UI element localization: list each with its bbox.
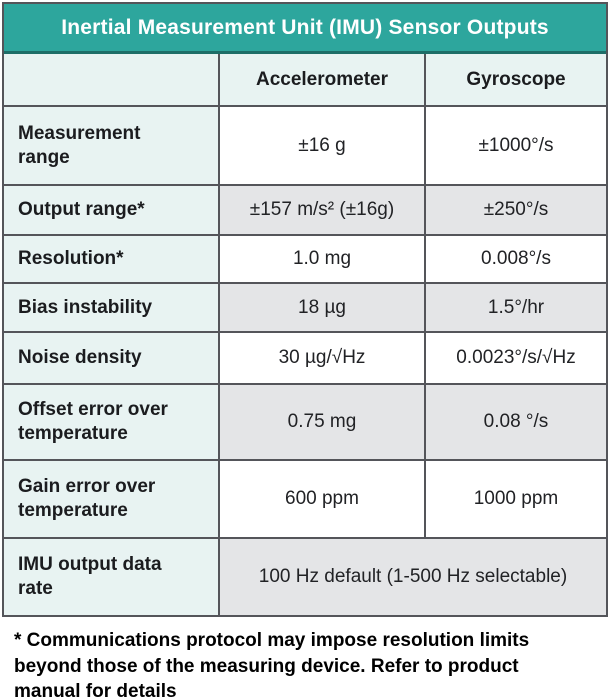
cell-value-text: 1.5°/hr xyxy=(487,296,545,318)
cell-value-text: 0.0023°/s/√Hz xyxy=(456,347,576,368)
column-header-accelerometer: Accelerometer xyxy=(220,54,424,105)
cell-noise-density-gyroscope: 0.0023°/s/√Hz xyxy=(426,333,606,383)
table-title-band: Inertial Measurement Unit (IMU) Sensor O… xyxy=(4,4,606,54)
cell-output-range-accelerometer: ±157 m/s² (±16g) xyxy=(220,186,424,234)
row-label-text: Bias instability xyxy=(18,296,153,318)
row-label-text: Resolution* xyxy=(18,248,124,270)
cell-bias-instability-gyroscope: 1.5°/hr xyxy=(426,284,606,331)
cell-value-text: ±16 g xyxy=(298,134,346,156)
cell-gain-error-accelerometer: 600 ppm xyxy=(220,461,424,537)
column-header-gyroscope: Gyroscope xyxy=(426,54,606,105)
row-label-output-range: Output range* xyxy=(4,186,218,234)
row-label-text: Offset error over temperature xyxy=(18,399,168,444)
cell-value-text: 100 Hz default (1-500 Hz selectable) xyxy=(258,566,568,587)
cell-value-text: 18 µg xyxy=(298,296,346,318)
cell-resolution-accelerometer: 1.0 mg xyxy=(220,236,424,282)
table-title: Inertial Measurement Unit (IMU) Sensor O… xyxy=(61,15,549,39)
cell-gain-error-gyroscope: 1000 ppm xyxy=(426,461,606,537)
cell-output-range-gyroscope: ±250°/s xyxy=(426,186,606,234)
cell-resolution-gyroscope: 0.008°/s xyxy=(426,236,606,282)
row-label-measurement-range: Measurement range xyxy=(4,107,218,184)
cell-bias-instability-accelerometer: 18 µg xyxy=(220,284,424,331)
row-label-resolution: Resolution* xyxy=(4,236,218,282)
row-label-text: Noise density xyxy=(18,347,142,369)
cell-noise-density-accelerometer: 30 µg/√Hz xyxy=(220,333,424,383)
cell-measurement-range-gyroscope: ±1000°/s xyxy=(426,107,606,184)
row-label-gain-error: Gain error over temperature xyxy=(4,461,218,537)
cell-value-text: 30 µg/√Hz xyxy=(278,347,366,368)
footnote: * Communications protocol may impose res… xyxy=(14,630,530,700)
corner-cell xyxy=(4,54,218,105)
row-label-imu-output-data-rate: IMU output data rate xyxy=(4,539,218,615)
cell-value-text: ±1000°/s xyxy=(478,134,554,156)
cell-value-text: 600 ppm xyxy=(285,488,359,509)
row-label-text: Output range* xyxy=(18,199,145,221)
column-header-label: Gyroscope xyxy=(466,68,566,90)
cell-offset-error-accelerometer: 0.75 mg xyxy=(220,385,424,459)
imu-spec-table: Inertial Measurement Unit (IMU) Sensor O… xyxy=(2,2,608,617)
table-grid: Accelerometer Gyroscope Measurement rang… xyxy=(4,54,606,615)
cell-value-text: 0.008°/s xyxy=(481,248,551,269)
column-header-label: Accelerometer xyxy=(255,68,389,90)
cell-value-text: 0.08 °/s xyxy=(483,411,549,432)
row-label-text: IMU output data rate xyxy=(18,554,162,599)
cell-measurement-range-accelerometer: ±16 g xyxy=(220,107,424,184)
cell-value-text: 0.75 mg xyxy=(287,411,357,432)
row-label-text: Gain error over temperature xyxy=(18,476,156,521)
cell-value-text: 1.0 mg xyxy=(292,248,352,269)
cell-offset-error-gyroscope: 0.08 °/s xyxy=(426,385,606,459)
row-label-offset-error: Offset error over temperature xyxy=(4,385,218,459)
cell-value-text: 1000 ppm xyxy=(473,488,559,509)
row-label-bias-instability: Bias instability xyxy=(4,284,218,331)
cell-value-text: ±250°/s xyxy=(483,199,549,220)
cell-value-text: ±157 m/s² (±16g) xyxy=(249,199,395,220)
row-label-text: Measurement range xyxy=(18,122,141,168)
cell-imu-output-data-rate-merged: 100 Hz default (1-500 Hz selectable) xyxy=(220,539,606,615)
row-label-noise-density: Noise density xyxy=(4,333,218,383)
